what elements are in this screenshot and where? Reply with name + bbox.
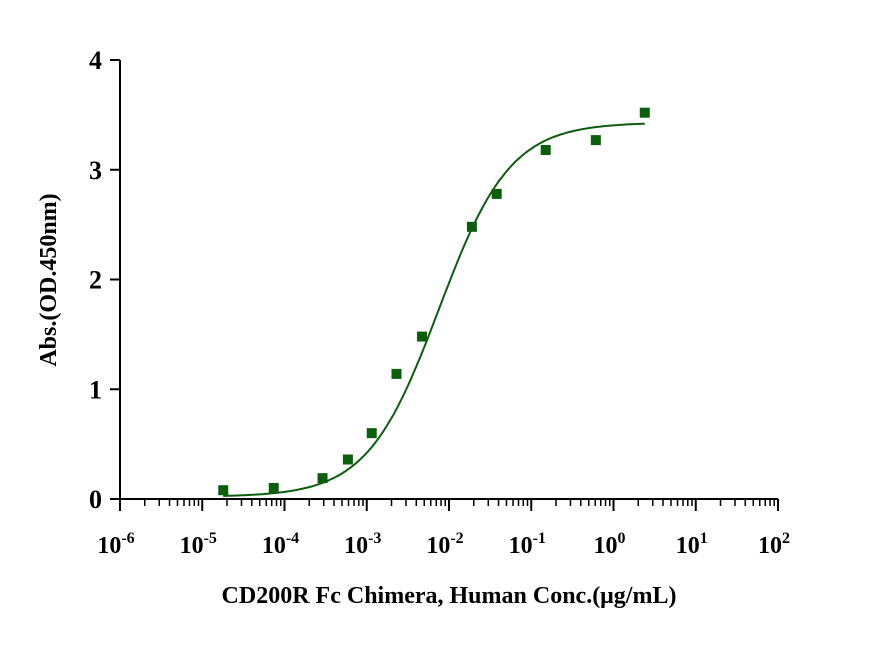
data-point — [590, 135, 601, 146]
data-point — [417, 331, 428, 342]
x-tick-label: 101 — [676, 530, 708, 559]
data-point — [342, 454, 353, 465]
y-tick-label: 4 — [89, 46, 102, 75]
x-tick-label: 10-4 — [262, 530, 299, 559]
y-tick-label: 1 — [89, 375, 102, 404]
data-point — [491, 188, 502, 199]
x-tick-label: 10-2 — [426, 530, 463, 559]
y-tick-labels: 0 1 2 3 4 — [89, 46, 102, 514]
data-point — [268, 483, 279, 494]
x-tick-label: 10-3 — [344, 530, 381, 559]
data-point — [218, 485, 229, 496]
x-tick-label: 100 — [594, 530, 626, 559]
data-points — [218, 107, 650, 496]
x-tick-label: 10-1 — [509, 530, 546, 559]
data-point — [317, 473, 328, 484]
y-tick-label: 2 — [89, 266, 102, 295]
y-tick-label: 0 — [89, 485, 102, 514]
y-tick-label: 3 — [89, 156, 102, 185]
fit-curve — [223, 122, 645, 497]
x-tick-label: 102 — [758, 530, 790, 559]
y-axis-label: Abs.(OD.450nm) — [36, 193, 62, 366]
x-tick-label: 10-5 — [180, 530, 217, 559]
data-point — [639, 107, 650, 118]
data-point — [366, 428, 377, 439]
data-point — [391, 368, 402, 379]
x-axis-label: CD200R Fc Chimera, Human Conc.(μg/mL) — [222, 583, 677, 609]
axes — [110, 59, 779, 511]
x-tick-label: 10-6 — [97, 530, 134, 559]
x-tick-labels: 10-6 10-5 10-4 10-3 10-2 10-1 100 101 102 — [97, 530, 790, 559]
data-point — [540, 144, 551, 155]
data-point — [466, 221, 477, 232]
